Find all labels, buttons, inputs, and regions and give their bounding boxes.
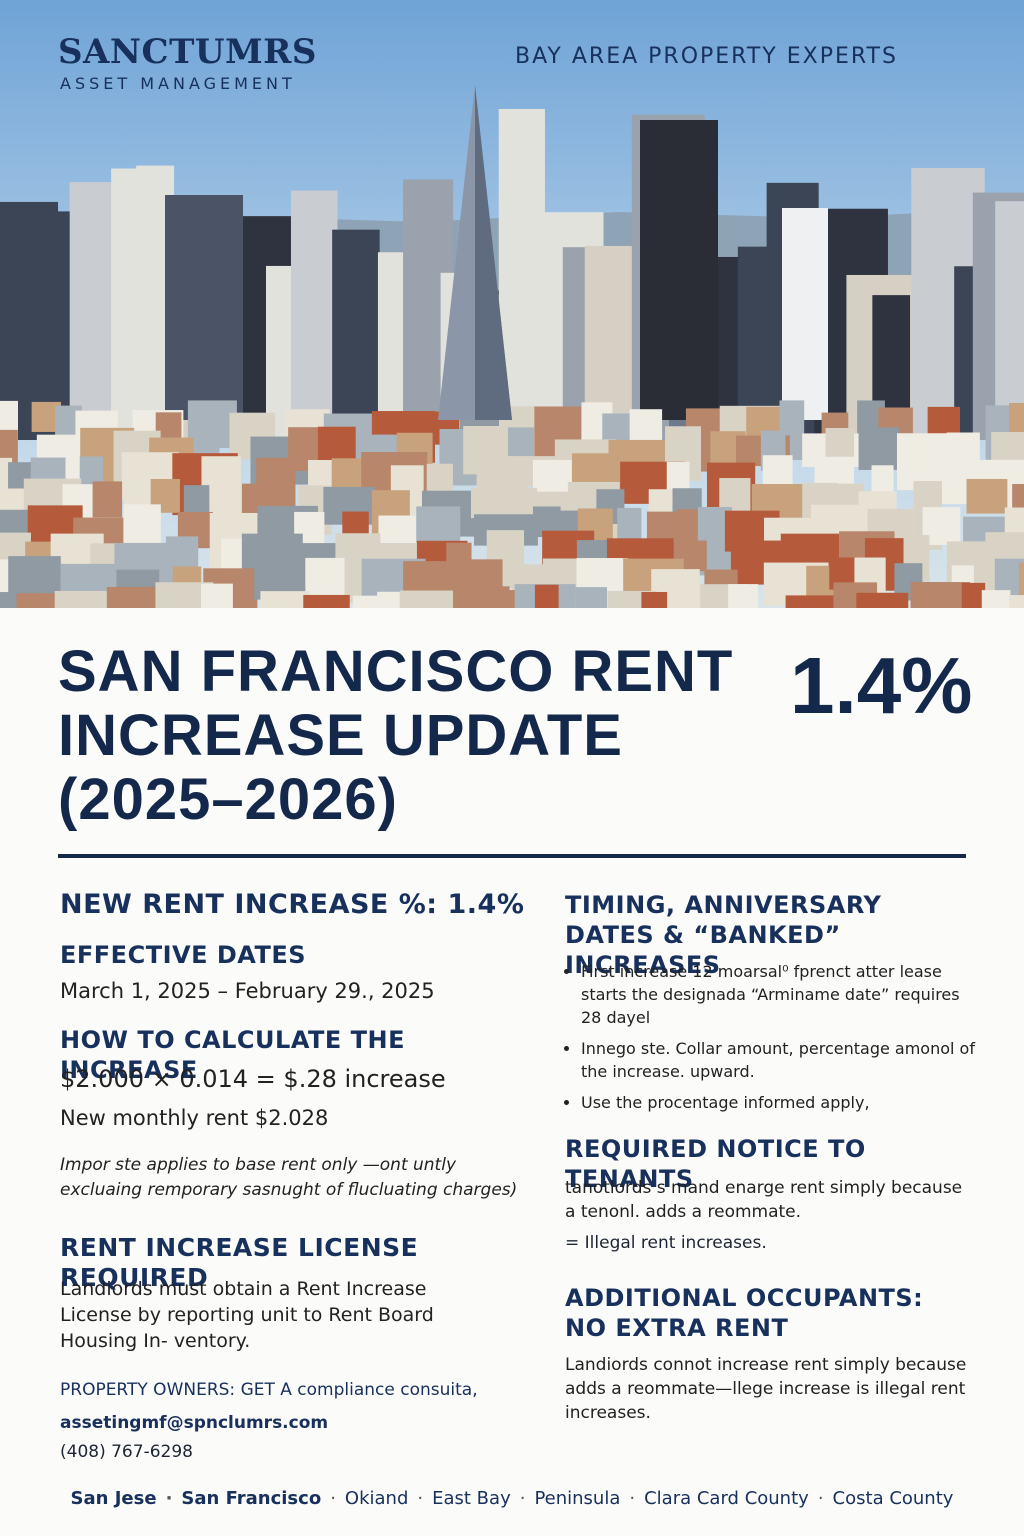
building xyxy=(571,453,617,485)
location: Clara Card County xyxy=(620,1488,808,1509)
building xyxy=(8,556,61,598)
title-line: (2025–2026) xyxy=(58,767,398,832)
location: Costa County xyxy=(809,1488,954,1509)
location: San Francisco xyxy=(157,1488,322,1509)
location: San Jese xyxy=(70,1488,157,1509)
heading: NEW RENT INCREASE %: 1.4% xyxy=(60,889,525,920)
locations: San JeseSan FranciscoOkiandEast BayPenin… xyxy=(0,1488,1024,1509)
location: Okiand xyxy=(321,1488,408,1509)
note: Impor ste applies to base rent only —ont… xyxy=(60,1153,540,1203)
text: Landiords connot increase rent simply be… xyxy=(565,1355,967,1423)
headline-stat: 1.4% xyxy=(790,641,973,730)
building xyxy=(856,592,909,608)
building xyxy=(165,195,243,420)
heading: REQUIRED NOTICE TO TENANTS xyxy=(565,1135,866,1193)
brand: SANCTUMRS xyxy=(58,32,317,72)
building xyxy=(260,591,311,608)
buildings xyxy=(0,108,1024,608)
building xyxy=(981,590,1011,608)
cta: PROPERTY OWNERS: GET A compliance consui… xyxy=(60,1380,478,1400)
heading: EFFECTIVE DATES xyxy=(60,941,306,969)
building xyxy=(534,584,559,608)
city-photo xyxy=(0,0,1024,608)
building xyxy=(910,582,971,608)
email[interactable]: assetingmf@spnclumrs.com xyxy=(60,1413,329,1433)
title-line: SAN FRANCISCO RENT xyxy=(58,639,734,704)
building xyxy=(458,559,503,590)
building xyxy=(728,584,759,608)
text: tanotlords s mand enarge rent simply bec… xyxy=(565,1178,963,1222)
building xyxy=(782,208,828,420)
heading: TIMING, ANNIVERSARY DATES & “BANKED” INC… xyxy=(565,891,882,979)
heading: RENT INCREASE LICENSE REQUIRED xyxy=(60,1233,419,1292)
building xyxy=(303,594,350,608)
phone[interactable]: (408) 767-6298 xyxy=(60,1442,193,1462)
building xyxy=(483,590,520,608)
building xyxy=(961,582,986,608)
building xyxy=(200,583,233,608)
building xyxy=(54,590,112,608)
bullet: Innego ste. Collar amount, percentage am… xyxy=(581,1037,975,1083)
building xyxy=(1012,484,1024,521)
building xyxy=(995,201,1024,440)
location: East Bay xyxy=(408,1488,510,1509)
building xyxy=(1009,595,1024,608)
building xyxy=(680,540,707,572)
heading: ADDITIONAL OCCUPANTS: NO EXTRA RENT xyxy=(565,1284,924,1342)
building xyxy=(1018,562,1024,608)
note-line: Impor ste applies to base rent only —ont… xyxy=(60,1155,457,1175)
note-line: excluaing remporary sasnught of flucluat… xyxy=(60,1180,518,1200)
formula: $2.000 × 0.014 = $.28 increase xyxy=(60,1065,446,1093)
title: SAN FRANCISCO RENT INCREASE UPDATE (2025… xyxy=(58,640,733,832)
building xyxy=(106,586,158,608)
building xyxy=(575,587,608,608)
building xyxy=(290,190,338,440)
text: New monthly rent $2.028 xyxy=(60,1106,329,1130)
pyramid-shade xyxy=(475,85,512,420)
building xyxy=(966,478,1008,514)
text: = Illegal rent increases. xyxy=(565,1233,767,1253)
building xyxy=(16,593,64,608)
text: Landiords must obtain a Rent Increase Li… xyxy=(60,1278,434,1352)
building xyxy=(640,120,718,420)
location: Peninsula xyxy=(511,1488,621,1509)
text: March 1, 2025 – February 29., 2025 xyxy=(60,979,435,1003)
bullet-list: First increase 12 moarsal⁰ fprenct atter… xyxy=(565,960,975,1114)
title-line: INCREASE UPDATE xyxy=(58,703,623,768)
building xyxy=(399,590,462,608)
bullet: Use the procentage informed apply, xyxy=(581,1091,975,1114)
tagline: BAY AREA PROPERTY EXPERTS xyxy=(515,44,898,69)
building xyxy=(332,229,380,440)
building xyxy=(641,592,668,608)
building xyxy=(352,595,384,608)
heading: HOW TO CALCULATE THE INCREASE xyxy=(60,1026,406,1084)
bullets: First increase 12 moarsal⁰ fprenct atter… xyxy=(565,960,975,1122)
building xyxy=(92,481,123,518)
brand-sub: ASSET MANAGEMENT xyxy=(60,74,296,93)
divider xyxy=(58,854,966,858)
bullet: First increase 12 moarsal⁰ fprenct atter… xyxy=(581,960,975,1029)
building xyxy=(858,427,900,470)
